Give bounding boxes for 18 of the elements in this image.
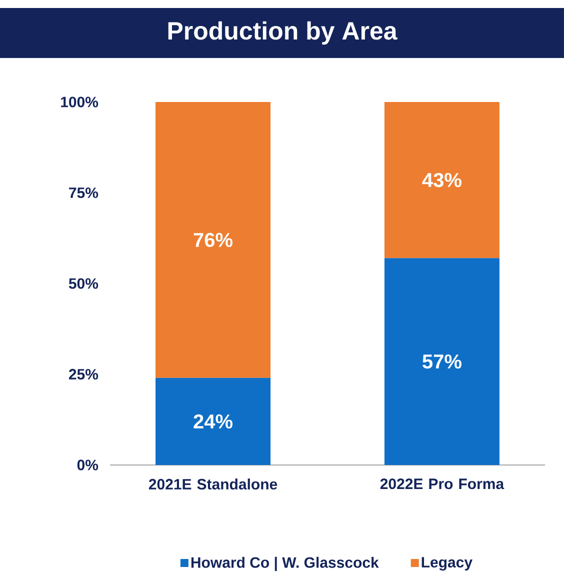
bar bbox=[384, 102, 500, 258]
y-tick-label: 0% bbox=[77, 460, 98, 470]
x-tick-label: 2021E Standalone bbox=[148, 478, 278, 490]
legend-label: Legacy bbox=[422, 557, 472, 571]
bar bbox=[384, 258, 500, 465]
chart-title: Production by Area bbox=[168, 21, 398, 45]
bar bbox=[156, 378, 271, 465]
y-tick-label: 75% bbox=[69, 187, 98, 198]
data-label: 43% bbox=[422, 172, 462, 188]
data-label: 24% bbox=[194, 414, 232, 428]
data-label: 76% bbox=[194, 232, 232, 248]
x-tick-label: 2022E Pro Forma bbox=[380, 478, 504, 490]
y-tick-label: 50% bbox=[68, 278, 98, 289]
y-tick-label: 100% bbox=[61, 96, 98, 108]
y-tick-label: 25% bbox=[68, 368, 98, 380]
legend-label: Howard Co | W. Glasscock bbox=[191, 556, 379, 572]
data-label: 57% bbox=[422, 354, 462, 369]
bar bbox=[156, 102, 271, 378]
